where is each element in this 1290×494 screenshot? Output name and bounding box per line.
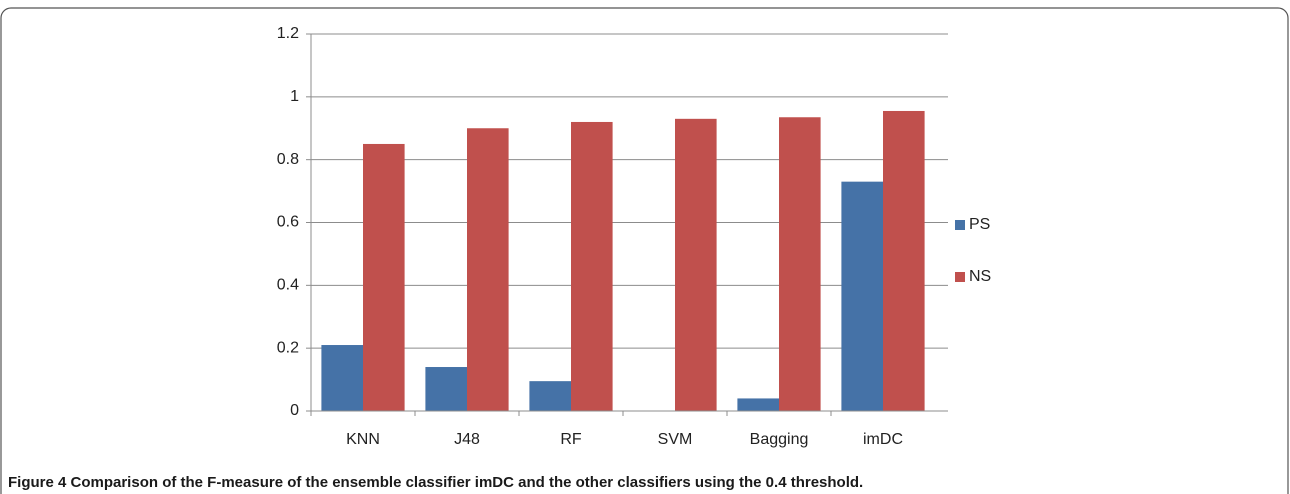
x-tick-label: J48	[454, 431, 480, 448]
y-tick-label: 0.2	[277, 339, 299, 356]
x-tick-label: SVM	[658, 431, 693, 448]
y-tick-label: 0	[290, 402, 299, 419]
figure-frame	[0, 7, 1289, 494]
y-tick-label: 0.4	[277, 277, 299, 294]
bar	[363, 143, 405, 412]
bar	[737, 398, 779, 411]
legend-label: NS	[969, 268, 991, 285]
x-tick-label: Bagging	[750, 431, 809, 448]
x-tick-label: imDC	[863, 431, 903, 448]
legend-label: PS	[969, 216, 990, 233]
bar	[321, 345, 363, 411]
y-tick-label: 1	[290, 88, 299, 105]
bar	[841, 181, 883, 411]
bar	[883, 110, 925, 412]
y-tick-label: 0.6	[277, 214, 299, 231]
bar	[779, 117, 821, 412]
bar	[571, 121, 613, 411]
bar	[529, 381, 571, 411]
bar	[675, 118, 717, 411]
bar	[425, 367, 467, 411]
x-tick-label: KNN	[346, 431, 380, 448]
legend-swatch	[955, 272, 965, 282]
y-tick-label: 1.2	[277, 25, 299, 42]
y-tick-label: 0.8	[277, 151, 299, 168]
x-tick-label: RF	[560, 431, 582, 448]
bar	[467, 128, 509, 411]
figure-caption: Figure 4 Comparison of the F-measure of …	[8, 474, 863, 491]
legend-swatch	[955, 220, 965, 230]
